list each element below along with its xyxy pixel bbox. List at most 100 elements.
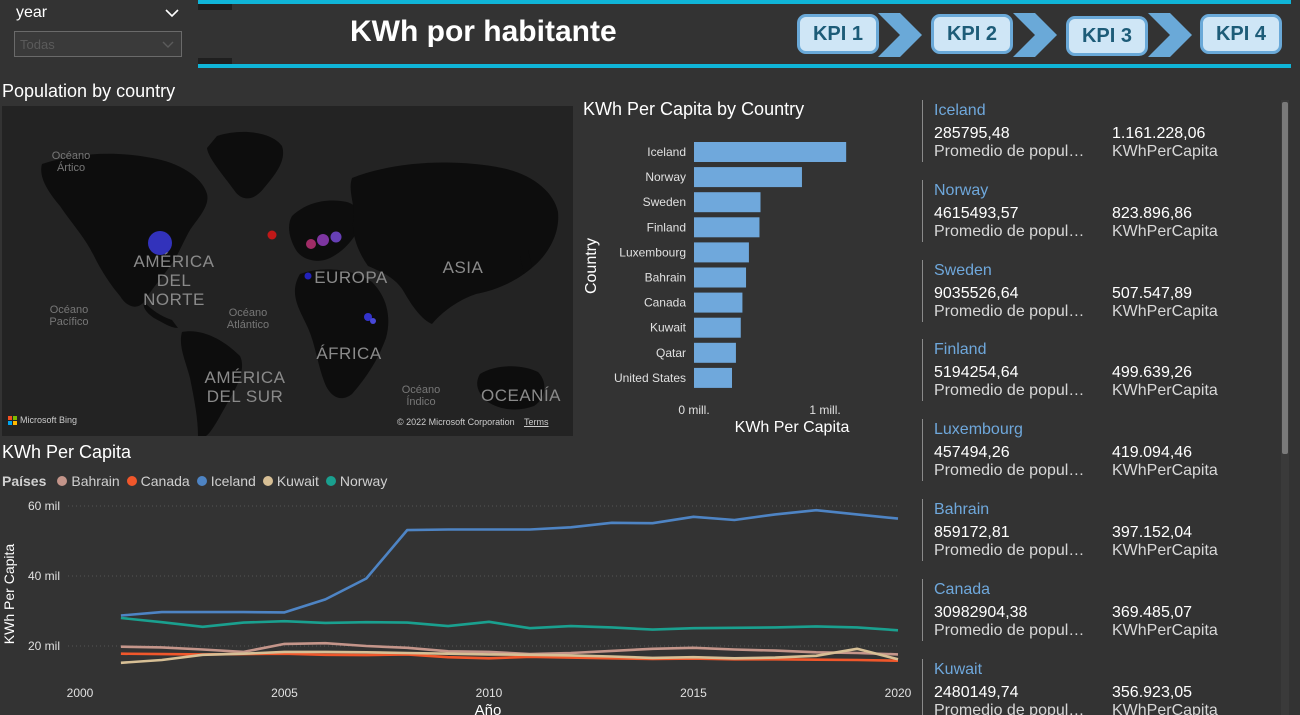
country-card[interactable]: Sweden 9035526,64 Promedio de popul… 507.54…	[922, 259, 1272, 340]
card-population-label: Promedio de popul…	[934, 621, 1085, 639]
legend-item-kuwait[interactable]: Kuwait	[276, 473, 319, 489]
card-population-label: Promedio de popul…	[934, 302, 1085, 320]
bar-qatar[interactable]	[694, 342, 736, 363]
card-country-name: Finland	[934, 341, 987, 359]
map-label-europe: EUROPA	[314, 268, 388, 287]
card-population-label: Promedio de popul…	[934, 542, 1085, 559]
bar-category-label: Sweden	[643, 195, 686, 209]
bar-luxembourg[interactable]	[694, 242, 749, 263]
country-card[interactable]: Luxembourg 457494,26 Promedio de popul… 419…	[922, 419, 1272, 499]
line-chart-title: KWh Per Capita	[2, 442, 132, 462]
card-kwh-value: 397.152,04	[1112, 524, 1193, 541]
bar-finland[interactable]	[694, 217, 760, 238]
card-country-name: Canada	[934, 580, 991, 598]
bar-bahrain[interactable]	[694, 267, 747, 288]
bar-united-states[interactable]	[694, 367, 732, 388]
card-country-name: Sweden	[934, 261, 992, 279]
country-card[interactable]: Finland 5194254,64 Promedio de popul… 499.6…	[922, 339, 1272, 419]
kpi-2-button[interactable]: KPI 2	[931, 14, 1013, 54]
card-population-value: 859172,81	[934, 524, 1010, 541]
kpi-4-button[interactable]: KPI 4	[1200, 14, 1282, 54]
card-divider	[922, 658, 923, 715]
bar-x-axis-label: KWh Per Capita	[735, 419, 850, 436]
line-x-tick: 2005	[271, 686, 298, 700]
bar-category-label: Kuwait	[650, 321, 687, 335]
bar-x-tick: 1 mill.	[809, 403, 840, 417]
bar-kuwait[interactable]	[694, 317, 741, 338]
legend-title: Países	[2, 473, 47, 489]
map-label-oceania: OCEANÍA	[480, 386, 562, 405]
legend-marker	[196, 476, 207, 486]
bar-category-label: Iceland	[647, 145, 686, 159]
card-kwh-value: 823.896,86	[1112, 204, 1193, 222]
world-map-shapes	[8, 131, 559, 436]
bar-chart-title: KWh Per Capita by Country	[583, 99, 805, 119]
year-dropdown[interactable]	[14, 31, 182, 57]
line-chart[interactable]: 60 mil 40 mil 20 mil 2000 2005 2010 2015 2020 Añ…	[0, 492, 915, 715]
card-kwh-value: 356.923,05	[1112, 683, 1193, 701]
bar-sweden[interactable]	[694, 192, 761, 213]
line-x-tick: 2015	[680, 686, 707, 700]
country-card[interactable]: Canada 30982904,38 Promedio de popul… 369.4…	[922, 578, 1272, 659]
line-series-bahrain[interactable]	[120, 641, 899, 656]
card-divider	[922, 100, 923, 162]
legend-item-bahrain[interactable]: Bahrain	[71, 473, 120, 489]
bar-iceland[interactable]	[694, 142, 847, 162]
card-population-value: 9035526,64	[934, 284, 1019, 302]
scrollbar-thumb[interactable]	[1282, 102, 1288, 454]
card-kwh-label: KWhPerCapita	[1112, 143, 1218, 160]
chevron-down-icon[interactable]	[165, 6, 179, 20]
legend-marker	[57, 476, 68, 486]
country-card[interactable]: Norway 4615493,57 Promedio de popul… 823.89…	[922, 179, 1272, 260]
legend-item-canada[interactable]: Canada	[140, 473, 190, 489]
line-x-axis-label: Año	[475, 702, 502, 715]
map-label-pacific: Océano Pacífico	[49, 304, 89, 328]
bar-category-label: Finland	[647, 220, 686, 234]
line-y-tick: 20 mil	[28, 639, 60, 653]
country-card[interactable]: Kuwait 2480149,74 Promedio de popul… 356.92…	[922, 658, 1272, 715]
card-population-label: Promedio de popul…	[934, 701, 1085, 715]
card-country-name: Kuwait	[934, 660, 983, 678]
legend-item-iceland[interactable]: Iceland	[210, 473, 256, 489]
kpi-3-button[interactable]: KPI 3	[1066, 16, 1148, 56]
bar-category-label: Canada	[644, 296, 686, 310]
legend-item-norway[interactable]: Norway	[339, 473, 388, 489]
map-label-indian: Océano Índico	[401, 384, 441, 408]
line-series-iceland[interactable]	[120, 508, 899, 617]
bar-canada[interactable]	[694, 292, 743, 313]
kpi-1-button[interactable]: KPI 1	[797, 14, 879, 54]
header-accent	[198, 58, 232, 64]
header-bottom-line	[198, 64, 1291, 68]
bar-norway[interactable]	[694, 167, 802, 188]
bar-category-label: Bahrain	[645, 271, 686, 285]
line-y-axis-label: KWh Per Capita	[1, 544, 17, 645]
map-label-asia: ASIA	[442, 258, 484, 277]
country-card[interactable]: Bahrain 859172,81 Promedio de popul… 397.15…	[922, 499, 1272, 579]
header-accent	[198, 4, 232, 10]
card-kwh-value: 499.639,26	[1112, 364, 1193, 382]
line-x-tick: 2020	[885, 686, 912, 700]
line-series-kuwait[interactable]	[120, 647, 899, 665]
legend-marker	[126, 476, 137, 486]
card-population-value: 285795,48	[934, 125, 1010, 142]
card-kwh-value: 369.485,07	[1112, 603, 1193, 621]
population-map[interactable]: Océano Ártico AMÉRICA DEL NORTE EUROPA A…	[2, 106, 573, 436]
card-population-label: Promedio de popul…	[934, 143, 1085, 160]
line-x-tick: 2000	[67, 686, 94, 700]
card-kwh-label: KWhPerCapita	[1112, 701, 1218, 715]
bar-chart[interactable]: Iceland Norway Sweden Finland Luxembourg Bahr…	[578, 125, 898, 445]
card-kwh-value: 507.547,89	[1112, 284, 1193, 302]
card-kwh-label: KWhPerCapita	[1112, 302, 1218, 320]
line-series-norway[interactable]	[120, 616, 899, 632]
page-title: KWh por habitante	[350, 15, 617, 48]
card-kwh-label: KWhPerCapita	[1112, 382, 1218, 400]
card-population-value: 2480149,74	[934, 683, 1019, 701]
country-card[interactable]: Iceland 285795,48 Promedio de popul… 1.161.…	[922, 100, 1272, 180]
card-divider	[922, 259, 923, 322]
year-dropdown-value: Todas	[20, 37, 55, 52]
map-terms-link[interactable]: Terms	[524, 417, 549, 427]
card-divider	[922, 499, 923, 561]
legend-marker	[262, 476, 273, 486]
card-kwh-value: 1.161.228,06	[1112, 125, 1206, 142]
line-y-tick: 60 mil	[28, 499, 60, 513]
